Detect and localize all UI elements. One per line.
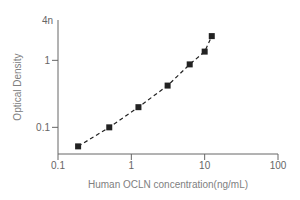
svg-text:10: 10 [199, 160, 211, 171]
svg-text:Human OCLN concentration(ng/mL: Human OCLN concentration(ng/mL) [88, 179, 248, 190]
svg-text:1: 1 [44, 55, 50, 66]
svg-text:0.1: 0.1 [51, 160, 65, 171]
svg-text:Optical Density: Optical Density [12, 53, 23, 120]
svg-text:0.1: 0.1 [36, 122, 50, 133]
svg-text:1: 1 [129, 160, 135, 171]
svg-text:4n: 4n [42, 15, 53, 26]
svg-text:100: 100 [270, 160, 287, 171]
